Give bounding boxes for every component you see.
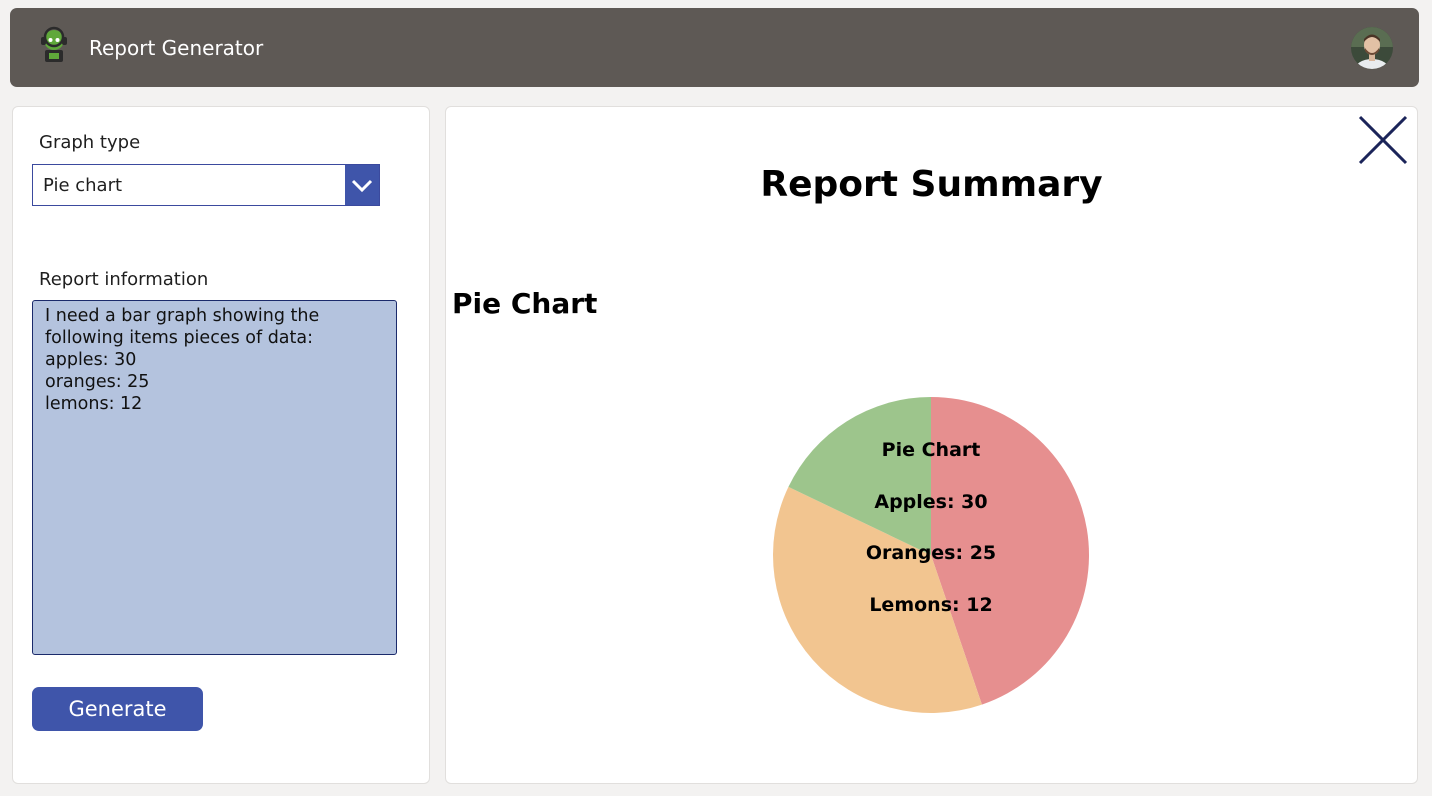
pie-slice-apples — [931, 397, 1089, 705]
pie-label-oranges: Oranges: 25 — [865, 542, 997, 564]
graph-type-value: Pie chart — [43, 175, 123, 196]
chevron-down-icon — [351, 179, 373, 193]
pie-slice-lemons — [788, 397, 931, 555]
pie-label-apples: Apples: 30 — [874, 491, 988, 513]
report-title: Report Summary — [760, 164, 1103, 205]
pie-chart — [773, 397, 1089, 713]
user-avatar-icon[interactable] — [1351, 27, 1393, 69]
pie-label-lemons: Lemons: 12 — [869, 594, 993, 616]
robot-logo-icon — [41, 26, 67, 62]
app-title: Report Generator — [89, 36, 264, 60]
generate-button[interactable]: Generate — [32, 687, 203, 731]
graph-type-dropdown[interactable]: Pie chart — [32, 164, 380, 206]
dropdown-toggle-button[interactable] — [345, 165, 379, 205]
graph-type-label: Graph type — [39, 132, 141, 153]
report-info-label: Report information — [39, 269, 209, 290]
pie-slice-oranges — [773, 486, 982, 713]
app-header: Report Generator — [10, 8, 1419, 87]
report-info-textarea[interactable]: I need a bar graph showing the following… — [32, 300, 397, 655]
chart-heading: Pie Chart — [452, 287, 598, 320]
close-icon[interactable] — [1357, 114, 1409, 166]
pie-chart-title: Pie Chart — [881, 439, 981, 461]
